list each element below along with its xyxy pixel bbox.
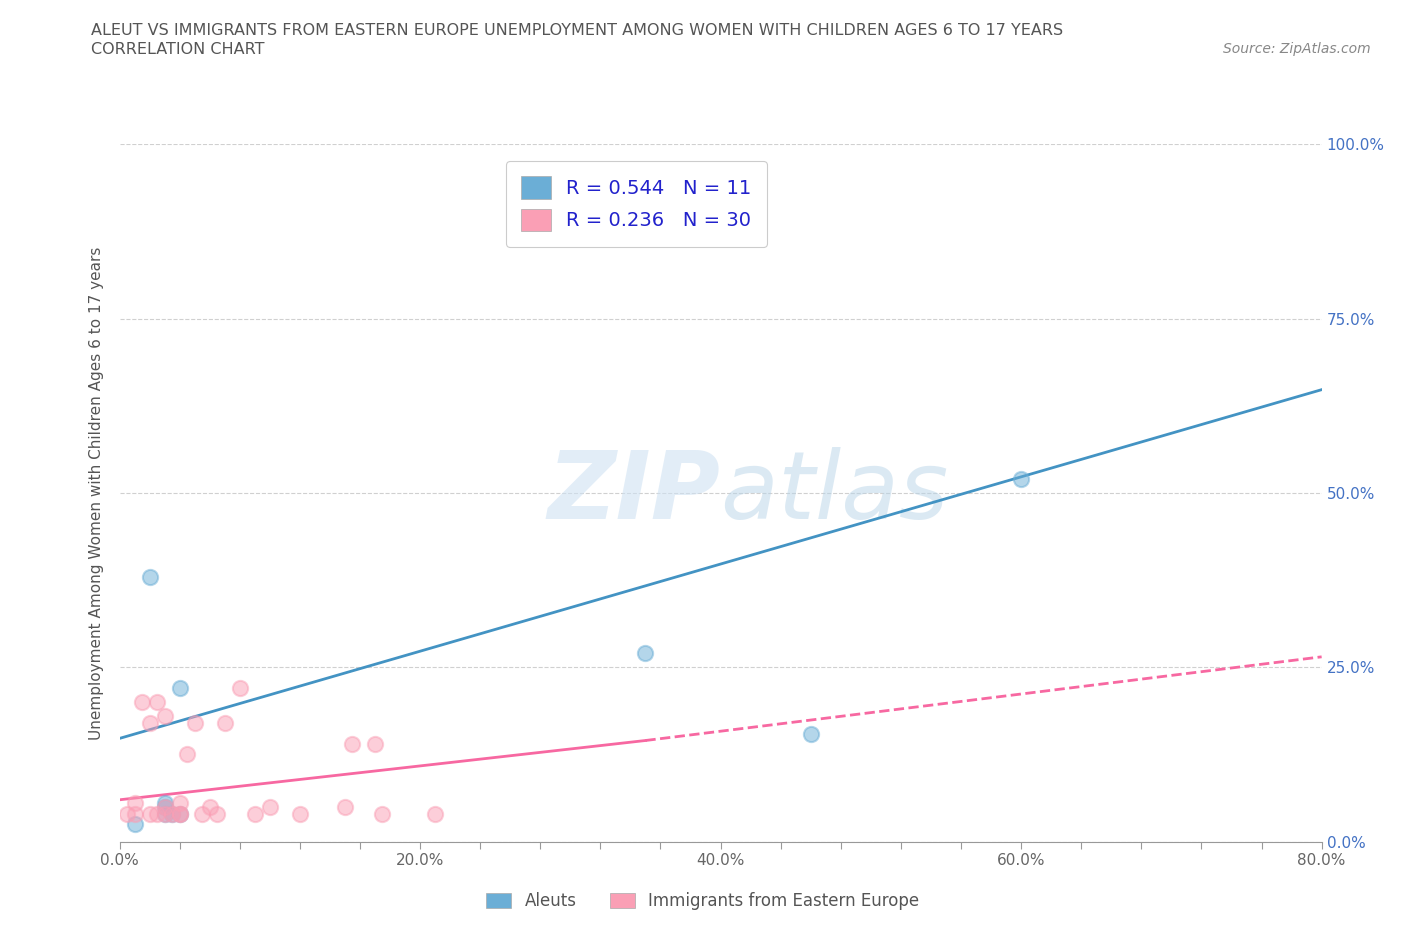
Point <box>423 806 446 821</box>
Point <box>146 806 169 821</box>
Text: atlas: atlas <box>720 447 949 538</box>
Text: CORRELATION CHART: CORRELATION CHART <box>91 42 264 57</box>
Text: Source: ZipAtlas.com: Source: ZipAtlas.com <box>1223 42 1371 56</box>
Point <box>153 709 176 724</box>
Point <box>153 806 176 821</box>
Point <box>115 806 138 821</box>
Point <box>288 806 311 821</box>
Point <box>138 569 160 584</box>
Point <box>800 726 823 741</box>
Point <box>138 716 160 731</box>
Point <box>259 800 281 815</box>
Point <box>169 681 191 696</box>
Point <box>176 747 198 762</box>
Point <box>138 806 160 821</box>
Point <box>153 800 176 815</box>
Legend: Aleuts, Immigrants from Eastern Europe: Aleuts, Immigrants from Eastern Europe <box>479 885 927 917</box>
Point <box>243 806 266 821</box>
Point <box>169 796 191 811</box>
Point <box>169 806 191 821</box>
Point <box>153 800 176 815</box>
Point <box>124 806 146 821</box>
Point <box>634 646 657 661</box>
Legend: R = 0.544   N = 11, R = 0.236   N = 30: R = 0.544 N = 11, R = 0.236 N = 30 <box>506 161 766 246</box>
Point <box>214 716 236 731</box>
Point <box>333 800 356 815</box>
Point <box>160 806 183 821</box>
Point <box>1010 472 1032 486</box>
Point <box>191 806 214 821</box>
Y-axis label: Unemployment Among Women with Children Ages 6 to 17 years: Unemployment Among Women with Children A… <box>89 246 104 739</box>
Point <box>124 817 146 831</box>
Point <box>153 796 176 811</box>
Point <box>169 806 191 821</box>
Point <box>131 695 153 710</box>
Point <box>228 681 252 696</box>
Point <box>124 796 146 811</box>
Point <box>146 695 169 710</box>
Text: ZIP: ZIP <box>548 447 720 538</box>
Point <box>160 806 183 821</box>
Point <box>198 800 221 815</box>
Point <box>371 806 394 821</box>
Point <box>183 716 205 731</box>
Point <box>342 737 364 751</box>
Text: ALEUT VS IMMIGRANTS FROM EASTERN EUROPE UNEMPLOYMENT AMONG WOMEN WITH CHILDREN A: ALEUT VS IMMIGRANTS FROM EASTERN EUROPE … <box>91 23 1063 38</box>
Point <box>153 806 176 821</box>
Point <box>364 737 387 751</box>
Point <box>205 806 228 821</box>
Point <box>169 806 191 821</box>
